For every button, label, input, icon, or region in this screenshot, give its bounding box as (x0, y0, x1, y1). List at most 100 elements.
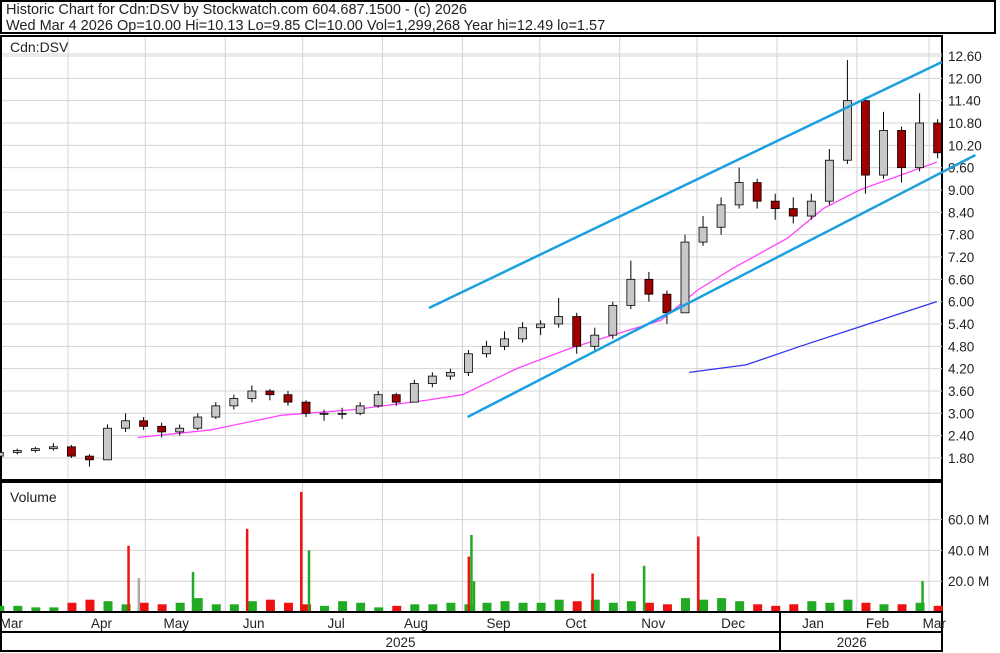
volume-bar (338, 601, 348, 612)
volume-bar (807, 601, 817, 612)
candle-body (301, 401, 311, 414)
volume-bar (843, 599, 853, 612)
volume-spike-bar (642, 565, 646, 612)
candle-body (193, 416, 203, 429)
price-panel (0, 35, 943, 481)
volume-bar (175, 602, 185, 612)
volume-bar (85, 599, 95, 612)
candle-body (211, 405, 221, 418)
candle-body (391, 394, 401, 403)
volume-bar (247, 601, 257, 612)
candle-body (680, 241, 690, 314)
candle-body (554, 316, 564, 325)
volume-bar (13, 605, 23, 612)
chart-header: Historic Chart for Cdn:DSV by Stockwatch… (0, 0, 996, 34)
month-label: Dec (721, 616, 745, 631)
moving-average-long (689, 301, 937, 374)
volume-bar (771, 605, 781, 612)
volume-bar (482, 602, 492, 612)
volume-bar (49, 607, 59, 612)
volume-spike-bar (245, 528, 249, 612)
volume-spike-bar (470, 535, 473, 612)
volume-bar (31, 607, 41, 612)
volume-bar (0, 605, 5, 612)
candle-body (933, 122, 943, 154)
volume-bar (121, 604, 131, 612)
volume-bar (825, 602, 835, 612)
price-tick-label: 4.20 (948, 362, 974, 377)
volume-tick-label: 60.0 M (948, 513, 989, 528)
quote-summary: Wed Mar 4 2026 Op=10.00 Hi=10.13 Lo=9.85… (6, 18, 606, 34)
candle-body (0, 451, 4, 457)
price-tick-label: 2.40 (948, 429, 974, 444)
candle-body (373, 394, 383, 407)
volume-bar (320, 605, 330, 612)
volume-bar (302, 604, 312, 612)
month-label: Sep (487, 616, 511, 631)
volume-bar (662, 604, 672, 612)
month-label: Aug (404, 616, 428, 631)
candle-body (12, 450, 22, 453)
moving-average-short (137, 161, 938, 439)
candle-body (861, 100, 870, 176)
candle-body (427, 375, 437, 384)
month-label: Mar (923, 616, 947, 631)
price-panel-label: Cdn:DSV (10, 39, 69, 55)
candle-body (67, 446, 76, 457)
price-tick-label: 5.40 (948, 317, 974, 332)
candle-body (590, 334, 600, 347)
candle-body (915, 122, 924, 169)
volume-spike-bar (591, 573, 594, 612)
volume-bar (572, 601, 582, 612)
price-tick-label: 9.00 (948, 183, 974, 198)
month-label: May (164, 616, 190, 631)
candle-body (85, 455, 94, 461)
price-tick-label: 6.00 (948, 295, 974, 310)
price-tick-label: 10.80 (948, 116, 982, 131)
candle-body (103, 427, 112, 461)
volume-spike-bar (472, 581, 476, 612)
price-tick-label: 6.60 (948, 272, 974, 287)
candle-body (319, 412, 329, 415)
volume-spike-bar (191, 571, 195, 612)
volume-bar (536, 602, 546, 612)
candle-body (175, 427, 185, 433)
volume-bar (879, 604, 889, 612)
volume-bar (861, 602, 871, 612)
month-label: Apr (91, 616, 113, 631)
trend-channel-line (428, 60, 943, 310)
volume-bar (518, 602, 528, 612)
candle-body (409, 383, 419, 403)
month-label: Nov (641, 616, 665, 631)
candle-body (500, 338, 509, 347)
price-tick-label: 1.80 (948, 451, 974, 466)
candle-body (788, 208, 798, 217)
candle-body (626, 278, 636, 306)
chart-title: Historic Chart for Cdn:DSV by Stockwatch… (6, 2, 467, 18)
volume-bar (139, 602, 149, 612)
candle-body (879, 130, 888, 176)
volume-bar (680, 598, 690, 612)
price-tick-label: 3.60 (948, 384, 974, 399)
year-label: 2026 (837, 635, 867, 650)
volume-bar (608, 602, 618, 612)
volume-panel-label: Volume (10, 489, 57, 505)
volume-bar (717, 598, 727, 612)
volume-bar (410, 604, 420, 612)
price-tick-label: 12.60 (948, 49, 982, 64)
candle-body (355, 405, 365, 414)
volume-bar (753, 604, 763, 612)
candle-body (698, 226, 708, 243)
price-tick-label: 11.40 (948, 94, 981, 109)
volume-spike-bar (300, 491, 303, 612)
month-label: Jun (243, 616, 265, 631)
price-tick-label: 12.00 (948, 71, 982, 86)
candle-body (572, 316, 582, 347)
volume-bar (428, 604, 438, 612)
candle-body (644, 278, 654, 295)
candle-body (121, 420, 130, 429)
volume-tick-label: 20.0 M (948, 574, 989, 589)
price-tick-label: 7.20 (948, 250, 974, 265)
